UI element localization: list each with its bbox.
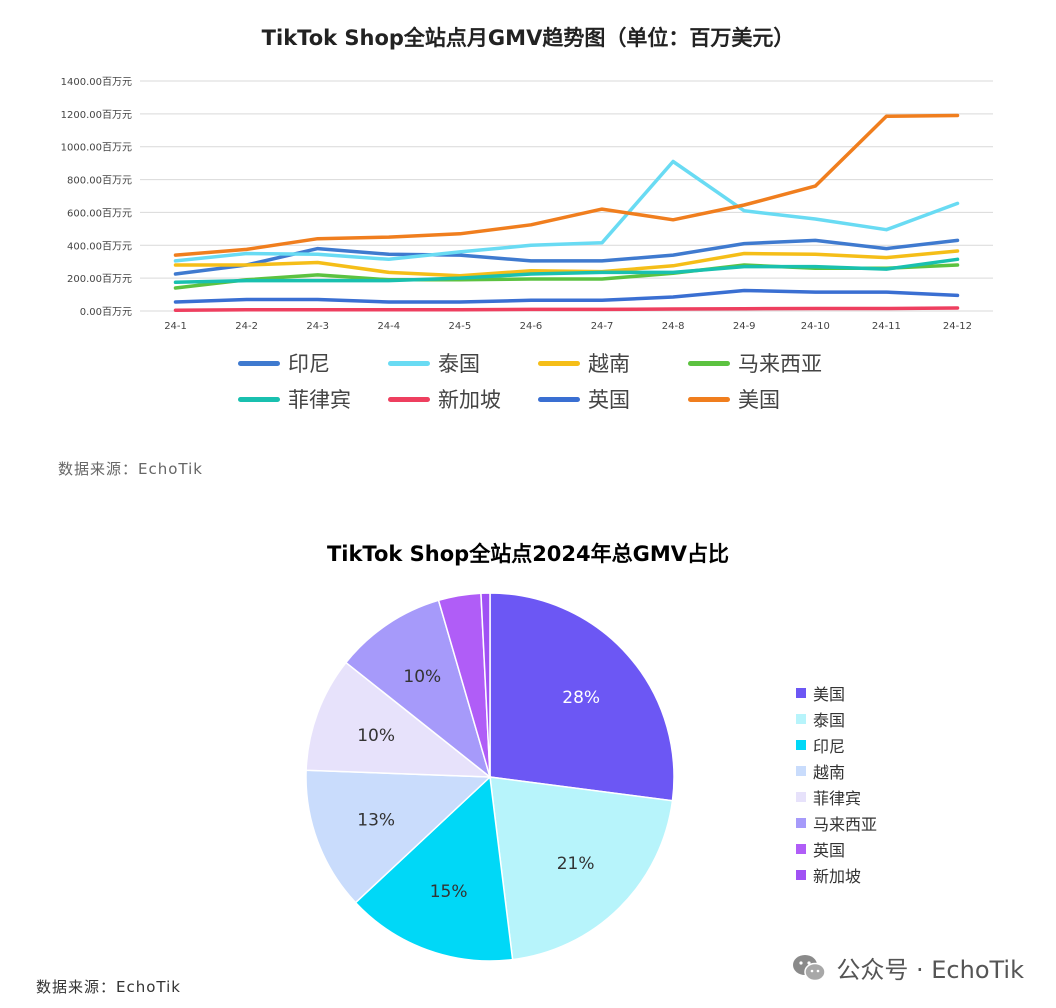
wechat-icon: [793, 954, 827, 981]
series-line: [173, 238, 960, 276]
line-chart: 0.00百万元 200.00百万元 400.00百万元 600.00百万元 800.00…: [61, 76, 993, 332]
legend-swatch: [388, 396, 430, 402]
pie-legend-label: 印尼: [813, 737, 846, 756]
x-tick-label: 24-4: [377, 321, 400, 332]
watermark-text: 公众号 · EchoTik: [836, 956, 1024, 984]
y-tick-label: 400.00百万元: [67, 240, 132, 252]
line-chart-title: TikTok Shop全站点月GMV趋势图（单位：百万美元）: [261, 26, 795, 50]
pie-data-label: 10%: [357, 726, 395, 746]
series-line: [173, 306, 960, 312]
pie-slice: [305, 769, 492, 904]
series-line: [173, 288, 960, 304]
pie-chart: 28% 21% 15% 13% 10% 10%: [305, 592, 675, 962]
y-tick-label: 800.00百万元: [67, 175, 132, 187]
y-tick-label: 200.00百万元: [67, 273, 132, 285]
pie-legend-label: 美国: [813, 685, 846, 704]
pie-data-label: 13%: [357, 811, 395, 831]
y-tick-label: 600.00百万元: [67, 207, 132, 219]
pie-legend-swatch: [796, 740, 806, 750]
x-tick-label: 24-10: [801, 321, 830, 332]
y-tick-label: 1000.00百万元: [61, 142, 132, 154]
pie-data-label: 28%: [562, 688, 600, 708]
pie-legend-swatch: [796, 792, 806, 802]
legend-item: 美国: [688, 386, 838, 412]
pie-slice: [354, 775, 514, 962]
pie-legend-label: 越南: [813, 763, 846, 782]
x-tick-label: 24-6: [520, 321, 543, 332]
legend-label: 马来西亚: [738, 352, 822, 376]
legend-item: 马来西亚: [688, 350, 838, 376]
pie-legend-item: 英国: [796, 836, 877, 862]
pie-slice: [489, 776, 674, 961]
data-source-note-bottom: 数据来源：EchoTik: [36, 978, 181, 996]
y-tick-label: 0.00百万元: [80, 306, 132, 318]
x-tick-label: 24-5: [449, 321, 472, 332]
pie-legend-item: 美国: [796, 680, 877, 706]
pie-legend-label: 菲律宾: [813, 789, 862, 808]
data-source-note: 数据来源：EchoTik: [58, 460, 203, 478]
legend-item: 新加坡: [388, 386, 538, 412]
legend-swatch: [688, 396, 730, 402]
legend-swatch: [688, 360, 730, 366]
legend-swatch: [538, 396, 580, 402]
legend-item: 印尼: [238, 350, 388, 376]
legend-item: 泰国: [388, 350, 538, 376]
line-chart-legend: 印尼 泰国 越南 马来西亚菲律宾 新加坡 英国 美国: [238, 350, 858, 412]
legend-item: 越南: [538, 350, 688, 376]
pie-legend-swatch: [796, 688, 806, 698]
x-tick-label: 24-1: [164, 321, 187, 332]
pie-legend-item: 印尼: [796, 732, 877, 758]
legend-label: 越南: [588, 352, 630, 376]
x-tick-label: 24-8: [662, 321, 685, 332]
legend-swatch: [538, 360, 580, 366]
legend-label: 英国: [588, 388, 630, 412]
legend-swatch: [238, 360, 280, 366]
pie-legend-swatch: [796, 714, 806, 724]
x-tick-label: 24-3: [306, 321, 329, 332]
pie-data-label: 15%: [430, 882, 468, 902]
pie-legend-item: 泰国: [796, 706, 877, 732]
series-line: [173, 249, 960, 278]
pie-slice: [305, 661, 493, 778]
pie-legend-item: 马来西亚: [796, 810, 877, 836]
legend-swatch: [388, 360, 430, 366]
x-tick-label: 24-12: [943, 321, 972, 332]
x-tick-label: 24-11: [872, 321, 901, 332]
legend-swatch: [238, 396, 280, 402]
y-tick-label: 1400.00百万元: [61, 76, 132, 88]
pie-legend-label: 新加坡: [813, 867, 862, 886]
pie-legend-item: 越南: [796, 758, 877, 784]
pie-chart-legend: 美国泰国印尼越南菲律宾马来西亚英国新加坡: [796, 680, 877, 888]
legend-item: 英国: [538, 386, 688, 412]
y-tick-label: 1200.00百万元: [61, 109, 132, 121]
x-tick-label: 24-7: [591, 321, 614, 332]
pie-legend-label: 马来西亚: [813, 815, 878, 834]
series-line: [173, 257, 960, 285]
x-tick-label: 24-9: [733, 321, 756, 332]
pie-chart-title: TikTok Shop全站点2024年总GMV占比: [326, 542, 730, 566]
pie-data-label: 10%: [403, 667, 441, 687]
legend-label: 美国: [738, 388, 780, 412]
series-line: [173, 113, 960, 257]
legend-label: 新加坡: [438, 388, 501, 412]
pie-legend-swatch: [796, 818, 806, 828]
wechat-watermark: 公众号 · EchoTik: [792, 950, 1024, 985]
pie-legend-item: 菲律宾: [796, 784, 877, 810]
legend-label: 菲律宾: [288, 388, 351, 412]
pie-slice: [480, 592, 491, 778]
legend-item: 菲律宾: [238, 386, 388, 412]
x-tick-label: 24-2: [235, 321, 258, 332]
pie-legend-label: 英国: [813, 841, 846, 860]
pie-legend-swatch: [796, 870, 806, 880]
pie-legend-label: 泰国: [813, 711, 846, 730]
series-line: [173, 159, 960, 263]
pie-slice: [489, 592, 675, 802]
pie-slice: [344, 599, 492, 780]
pie-legend-item: 新加坡: [796, 862, 877, 888]
pie-legend-swatch: [796, 766, 806, 776]
legend-label: 泰国: [438, 352, 480, 376]
legend-label: 印尼: [288, 352, 330, 376]
pie-legend-swatch: [796, 844, 806, 854]
pie-data-label: 21%: [557, 854, 595, 874]
